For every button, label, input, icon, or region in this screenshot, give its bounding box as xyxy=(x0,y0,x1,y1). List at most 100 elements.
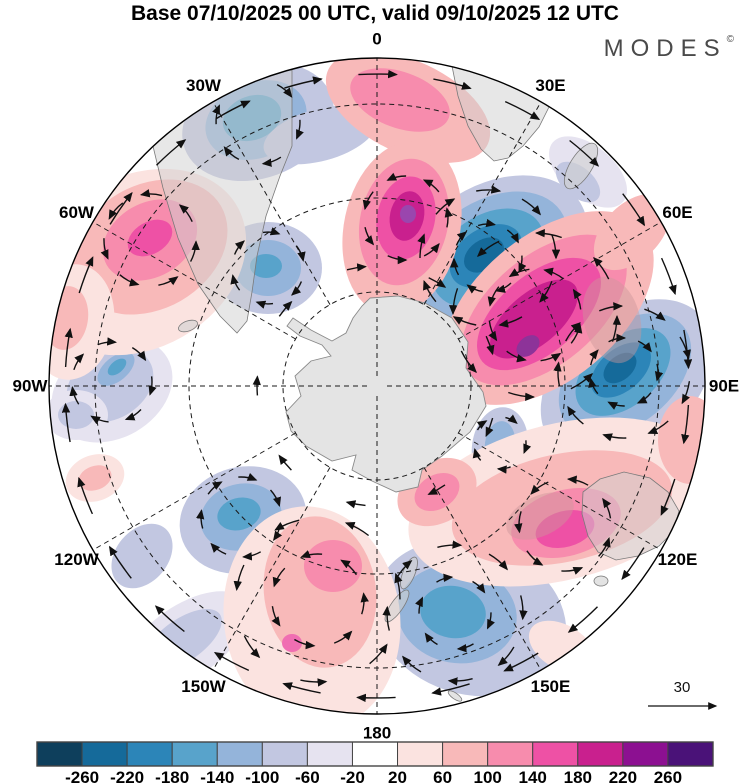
wind-arrow xyxy=(108,202,124,220)
wind-arrow xyxy=(589,349,599,366)
wind-arrow xyxy=(243,635,261,659)
anomaly-blob xyxy=(400,205,416,223)
wind-arrow xyxy=(423,279,437,303)
island xyxy=(384,589,410,623)
anomaly-blob xyxy=(535,509,595,549)
wind-arrow xyxy=(683,329,693,370)
wind-arrow xyxy=(535,228,562,239)
wind-arrow xyxy=(498,316,523,328)
wind-arrow xyxy=(148,376,157,396)
wind-arrow xyxy=(340,559,357,576)
longitude-label: 120W xyxy=(54,550,99,569)
copyright-mark: © xyxy=(726,34,734,45)
wind-arrow xyxy=(242,551,262,561)
wind-arrow xyxy=(505,414,518,424)
wind-arrow xyxy=(346,263,367,272)
wind-arrow xyxy=(477,218,496,228)
wind-arrow xyxy=(472,580,486,594)
wind-arrow xyxy=(519,595,528,621)
wind-arrow xyxy=(100,238,109,260)
longitude-label: 180 xyxy=(363,724,391,743)
wind-arrow xyxy=(207,481,223,495)
wind-arrow xyxy=(486,612,495,630)
wind-arrow xyxy=(485,335,495,356)
wind-arrow xyxy=(255,300,274,309)
anomaly-blob xyxy=(420,585,486,639)
colorbar-tick-label: -100 xyxy=(245,768,279,783)
longitude-label: 150E xyxy=(531,677,571,696)
colorbar-segment xyxy=(261,741,308,767)
wind-arrow xyxy=(196,509,205,529)
anomaly-blob xyxy=(516,335,540,357)
anomaly-blob xyxy=(127,219,173,257)
wind-arrow xyxy=(271,606,281,627)
meridian-line xyxy=(423,467,542,671)
wind-arrow xyxy=(553,361,562,386)
colorbar-tick-label: -60 xyxy=(295,768,320,783)
wind-arrow xyxy=(272,567,286,588)
wind-arrow xyxy=(387,255,408,265)
wind-arrow xyxy=(394,572,403,600)
wind-arrow xyxy=(276,83,293,98)
wind-arrow xyxy=(262,227,281,236)
wind-arrow xyxy=(472,447,482,461)
wind-arrow xyxy=(64,327,73,368)
wind-arrow xyxy=(530,481,549,495)
wind-arrow xyxy=(508,268,530,278)
colorbar-tick-label: -180 xyxy=(155,768,189,783)
modes-logo: MODES© xyxy=(604,34,734,63)
longitude-label: 60W xyxy=(59,203,95,222)
wind-arrow xyxy=(570,323,583,344)
wind-arrow xyxy=(602,497,612,519)
meridian-line xyxy=(92,432,296,551)
wind-arrow xyxy=(660,257,677,296)
wind-arrow xyxy=(567,405,584,425)
wind-arrow xyxy=(523,440,532,454)
colorbar-segment xyxy=(397,741,444,767)
wind-arrow xyxy=(369,643,388,665)
island xyxy=(178,319,198,333)
wind-arrow xyxy=(423,243,440,257)
wind-arrow xyxy=(382,605,391,631)
wind-arrow xyxy=(514,511,523,534)
wind-arrow xyxy=(282,682,321,694)
wind-arrow xyxy=(654,363,664,382)
wind-arrow xyxy=(295,245,306,262)
wind-arrow xyxy=(119,274,140,287)
longitude-label: 150W xyxy=(181,677,226,696)
wind-arrow xyxy=(503,652,539,672)
wind-arrow xyxy=(437,540,463,549)
wind-arrow xyxy=(73,353,85,371)
anomaly-blob xyxy=(58,401,94,429)
anomaly-blob xyxy=(78,465,112,491)
wind-arrow xyxy=(278,454,292,471)
colorbar-tick-label: 220 xyxy=(609,768,637,783)
wind-arrow xyxy=(466,284,483,294)
longitude-label: 120E xyxy=(658,550,698,569)
wind-arrow xyxy=(460,350,477,374)
anomaly-blob xyxy=(490,279,578,359)
wind-arrow xyxy=(154,605,185,633)
colorbar-tick-label: 60 xyxy=(433,768,452,783)
colorbar-tick-label: 100 xyxy=(474,768,502,783)
wind-arrow xyxy=(274,519,300,531)
colorbar-segment xyxy=(622,741,669,767)
colorbar-segment xyxy=(667,741,714,767)
colorbar-tick-label: 180 xyxy=(564,768,592,783)
wind-arrow xyxy=(598,537,611,557)
colorbar-segment xyxy=(171,741,218,767)
wind-arrow xyxy=(567,606,598,633)
island xyxy=(563,142,599,190)
wind-arrow xyxy=(565,322,581,342)
wind-arrow xyxy=(637,340,652,353)
wind-arrow xyxy=(291,281,303,296)
land-layer xyxy=(151,59,680,702)
wind-arrow xyxy=(238,472,258,481)
anomaly-blob xyxy=(593,193,671,271)
anomaly-blob xyxy=(658,396,705,484)
colorbar-segment xyxy=(487,741,534,767)
wind-arrow xyxy=(621,547,645,580)
anomaly-blob xyxy=(304,540,362,592)
wind-arrow xyxy=(233,564,245,591)
wind-arrow xyxy=(506,350,527,363)
